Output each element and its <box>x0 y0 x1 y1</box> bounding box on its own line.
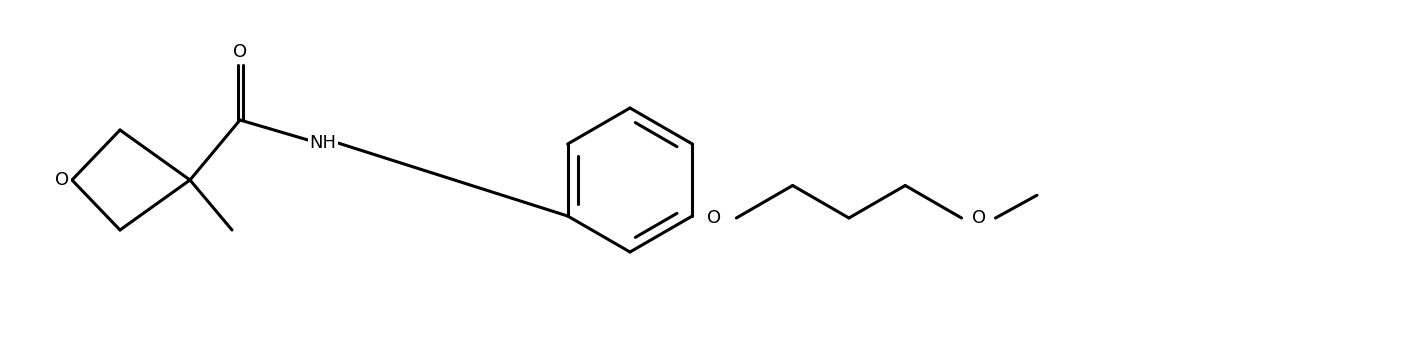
Text: O: O <box>55 171 69 189</box>
Text: O: O <box>707 209 722 227</box>
Text: O: O <box>973 209 987 227</box>
Text: NH: NH <box>310 134 336 152</box>
Text: O: O <box>233 43 247 61</box>
